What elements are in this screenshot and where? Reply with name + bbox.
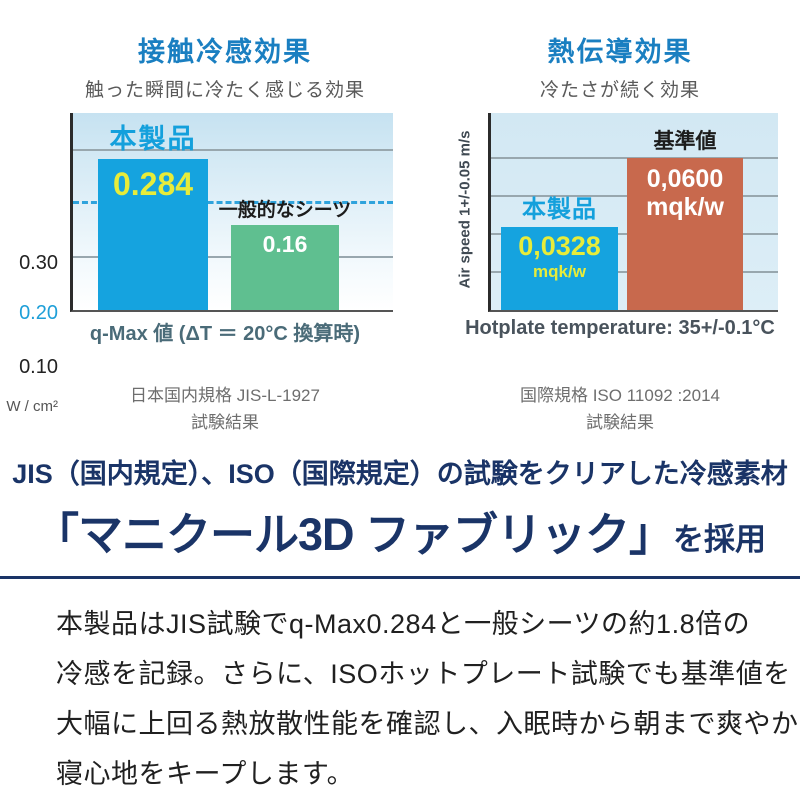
right-note-line2: 試験結果 <box>586 413 654 433</box>
right-bar-reference-label: 基準値 <box>653 130 717 153</box>
body-paragraph: 本製品はJIS試験でq-Max0.284と一般シーツの約1.8倍の 冷感を記録。… <box>56 599 800 799</box>
right-note-line1: 国際規格 ISO 11092 :2014 <box>519 386 720 405</box>
left-bar-product: 本製品 0.284 <box>98 124 208 310</box>
right-chart-title: 熱伝導効果 <box>547 37 693 67</box>
left-chart-plot-area: 本製品 0.284 一般的なシーツ 0.16 <box>70 113 393 312</box>
left-note-line2: 試験結果 <box>191 413 259 433</box>
gridline-0-30 <box>73 149 393 151</box>
headline-certification: JIS（国内規定）、ISO（国際規定）の試験をクリアした冷感素材 <box>12 459 788 489</box>
left-bar-generic-sheet: 一般的なシーツ 0.16 <box>219 200 351 310</box>
headline-fabric-suffix: を採用 <box>673 522 767 557</box>
headline-product-fabric: 「マニクール3D ファブリック」を採用 <box>0 498 800 563</box>
right-bar-reference-value: 0,0600 <box>646 165 724 193</box>
body-line-1: 本製品はJIS試験でq-Max0.284と一般シーツの約1.8倍の <box>56 609 751 639</box>
left-bar-product-label: 本製品 <box>109 124 197 154</box>
left-bar-generic-label: 一般的なシーツ <box>218 200 352 221</box>
right-chart-ylabel: Air speed 1+/-0.05 m/s <box>456 130 474 289</box>
left-chart-xlabel: q-Max 値 (ΔT ＝ 20°C 換算時) <box>89 323 361 345</box>
divider-rule <box>0 576 800 579</box>
right-chart-xlabel: Hotplate temperature: 35+/-0.1°C <box>465 317 775 339</box>
body-line-4: 寝心地をキープします。 <box>56 759 355 789</box>
right-chart-note: 国際規格 ISO 11092 :2014 試験結果 <box>440 382 800 436</box>
ytick-0-30: 0.30 <box>19 252 58 274</box>
right-chart-plot-area: 本製品 0,0328 mqk/w 基準値 0,0600 mqk/w <box>488 113 778 312</box>
right-bar-product-label: 本製品 <box>522 196 597 223</box>
left-note-line1: 日本国内規格 JIS-L-1927 <box>130 386 320 405</box>
headline-fabric-name: 「マニクール3D ファブリック」 <box>33 509 674 560</box>
left-chart-yaxis-labels: 0.30 0.20 0.10 W / cm² <box>0 113 64 415</box>
left-chart-title: 接触冷感効果 <box>138 37 312 67</box>
right-bar-reference: 基準値 0,0600 mqk/w <box>627 130 743 310</box>
left-chart-note: 日本国内規格 JIS-L-1927 試験結果 <box>30 382 420 436</box>
right-bar-reference-unit: mqk/w <box>646 193 724 221</box>
right-bar-product: 本製品 0,0328 mqk/w <box>501 196 618 310</box>
ytick-0-20: 0.20 <box>19 302 58 324</box>
body-line-2: 冷感を記録。さらに、ISOホットプレート試験でも基準値を <box>56 659 791 689</box>
right-bar-product-unit: mqk/w <box>533 262 586 281</box>
right-chart-subtitle: 冷たさが続く効果 <box>539 80 700 101</box>
right-bar-product-value: 0,0328 <box>518 231 601 261</box>
left-bar-product-value: 0.284 <box>112 166 194 202</box>
left-chart-subtitle: 触った瞬間に冷たく感じる効果 <box>84 80 365 101</box>
ytick-0-10: 0.10 <box>19 356 58 378</box>
left-bar-generic-value: 0.16 <box>262 231 308 257</box>
reference-dashed-line-0-20 <box>73 201 393 204</box>
body-line-3: 大幅に上回る熱放散性能を確認し、入眠時から朝まで爽やかな <box>56 709 800 739</box>
yaxis-unit-label: W / cm² <box>6 398 58 415</box>
